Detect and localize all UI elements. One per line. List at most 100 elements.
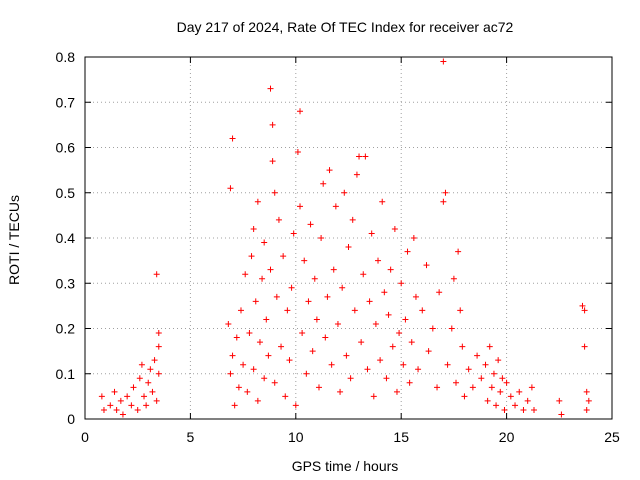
- data-point: [233, 334, 240, 341]
- data-point: [455, 248, 462, 255]
- data-point: [311, 275, 318, 282]
- data-point: [229, 135, 236, 142]
- data-point: [107, 402, 114, 409]
- data-point: [326, 167, 333, 174]
- y-tick-label: 0.5: [56, 185, 76, 201]
- data-point: [461, 393, 468, 400]
- data-point: [250, 366, 257, 373]
- data-point: [271, 189, 278, 196]
- data-point: [254, 198, 261, 205]
- data-point: [284, 307, 291, 314]
- data-point: [385, 311, 392, 318]
- data-point: [261, 375, 268, 382]
- data-point: [339, 284, 346, 291]
- data-point: [111, 388, 118, 395]
- data-point: [307, 221, 314, 228]
- data-point: [229, 352, 236, 359]
- data-point: [117, 397, 124, 404]
- data-point: [556, 397, 563, 404]
- data-point: [370, 393, 377, 400]
- data-point: [391, 225, 398, 232]
- data-point: [495, 357, 502, 364]
- data-point: [450, 275, 457, 282]
- data-point: [149, 388, 156, 395]
- x-tick-label: 25: [604, 429, 620, 445]
- data-point: [332, 203, 339, 210]
- data-point: [410, 235, 417, 241]
- x-axis-ticks: 0 5 10 15 20 25: [81, 57, 620, 445]
- data-point: [484, 397, 491, 404]
- data-point: [501, 406, 508, 413]
- data-point: [493, 402, 500, 409]
- data-point: [349, 216, 356, 223]
- data-point: [377, 357, 384, 364]
- data-point: [273, 293, 280, 300]
- data-point: [488, 384, 495, 391]
- data-point: [297, 108, 304, 115]
- data-point: [128, 402, 135, 409]
- data-point: [478, 375, 485, 382]
- data-point: [440, 58, 447, 65]
- data-point: [227, 370, 234, 377]
- grid-lines: [85, 57, 612, 419]
- data-point: [343, 352, 350, 359]
- x-tick-label: 0: [81, 429, 89, 445]
- y-tick-label: 0.1: [56, 366, 76, 382]
- data-point: [330, 266, 337, 273]
- data-point: [155, 370, 162, 377]
- data-point: [341, 189, 348, 196]
- data-point: [412, 293, 419, 300]
- data-point: [474, 352, 481, 359]
- data-point: [404, 248, 411, 255]
- data-point: [153, 397, 160, 404]
- data-point: [147, 366, 154, 373]
- data-point: [337, 388, 344, 395]
- data-point: [313, 316, 320, 323]
- data-point: [383, 375, 390, 382]
- data-point: [288, 284, 295, 291]
- x-tick-label: 10: [288, 429, 304, 445]
- data-point: [280, 253, 287, 260]
- data-point: [254, 397, 261, 404]
- x-tick-label: 20: [499, 429, 515, 445]
- data-point: [297, 203, 304, 210]
- data-point: [237, 307, 244, 314]
- data-point: [244, 388, 251, 395]
- data-point: [457, 307, 464, 314]
- data-point: [261, 239, 268, 246]
- data-point: [581, 307, 588, 314]
- data-point: [138, 361, 145, 368]
- data-point: [246, 330, 253, 337]
- data-point: [453, 379, 460, 386]
- data-point: [448, 325, 455, 332]
- data-point: [581, 343, 588, 350]
- data-point: [362, 153, 369, 160]
- x-tick-label: 5: [187, 429, 195, 445]
- data-point: [252, 298, 259, 305]
- x-axis-label: GPS time / hours: [292, 458, 399, 474]
- data-point: [459, 343, 466, 350]
- data-point: [301, 257, 308, 264]
- data-point: [345, 244, 352, 251]
- data-point: [141, 393, 148, 400]
- data-point: [503, 379, 510, 386]
- data-point: [320, 180, 327, 187]
- data-point: [516, 388, 523, 395]
- data-point: [305, 298, 312, 305]
- data-point: [402, 316, 409, 323]
- data-point: [366, 298, 373, 305]
- data-point: [347, 375, 354, 382]
- data-point: [153, 271, 160, 278]
- y-tick-label: 0.6: [56, 140, 76, 156]
- data-point: [524, 397, 531, 404]
- y-tick-label: 0.2: [56, 321, 76, 337]
- data-point: [263, 316, 270, 323]
- data-point: [442, 189, 449, 196]
- data-point: [294, 149, 301, 156]
- data-point: [299, 330, 306, 337]
- data-point: [372, 320, 379, 327]
- data-point: [375, 257, 382, 264]
- data-point: [227, 185, 234, 192]
- data-point: [328, 361, 335, 368]
